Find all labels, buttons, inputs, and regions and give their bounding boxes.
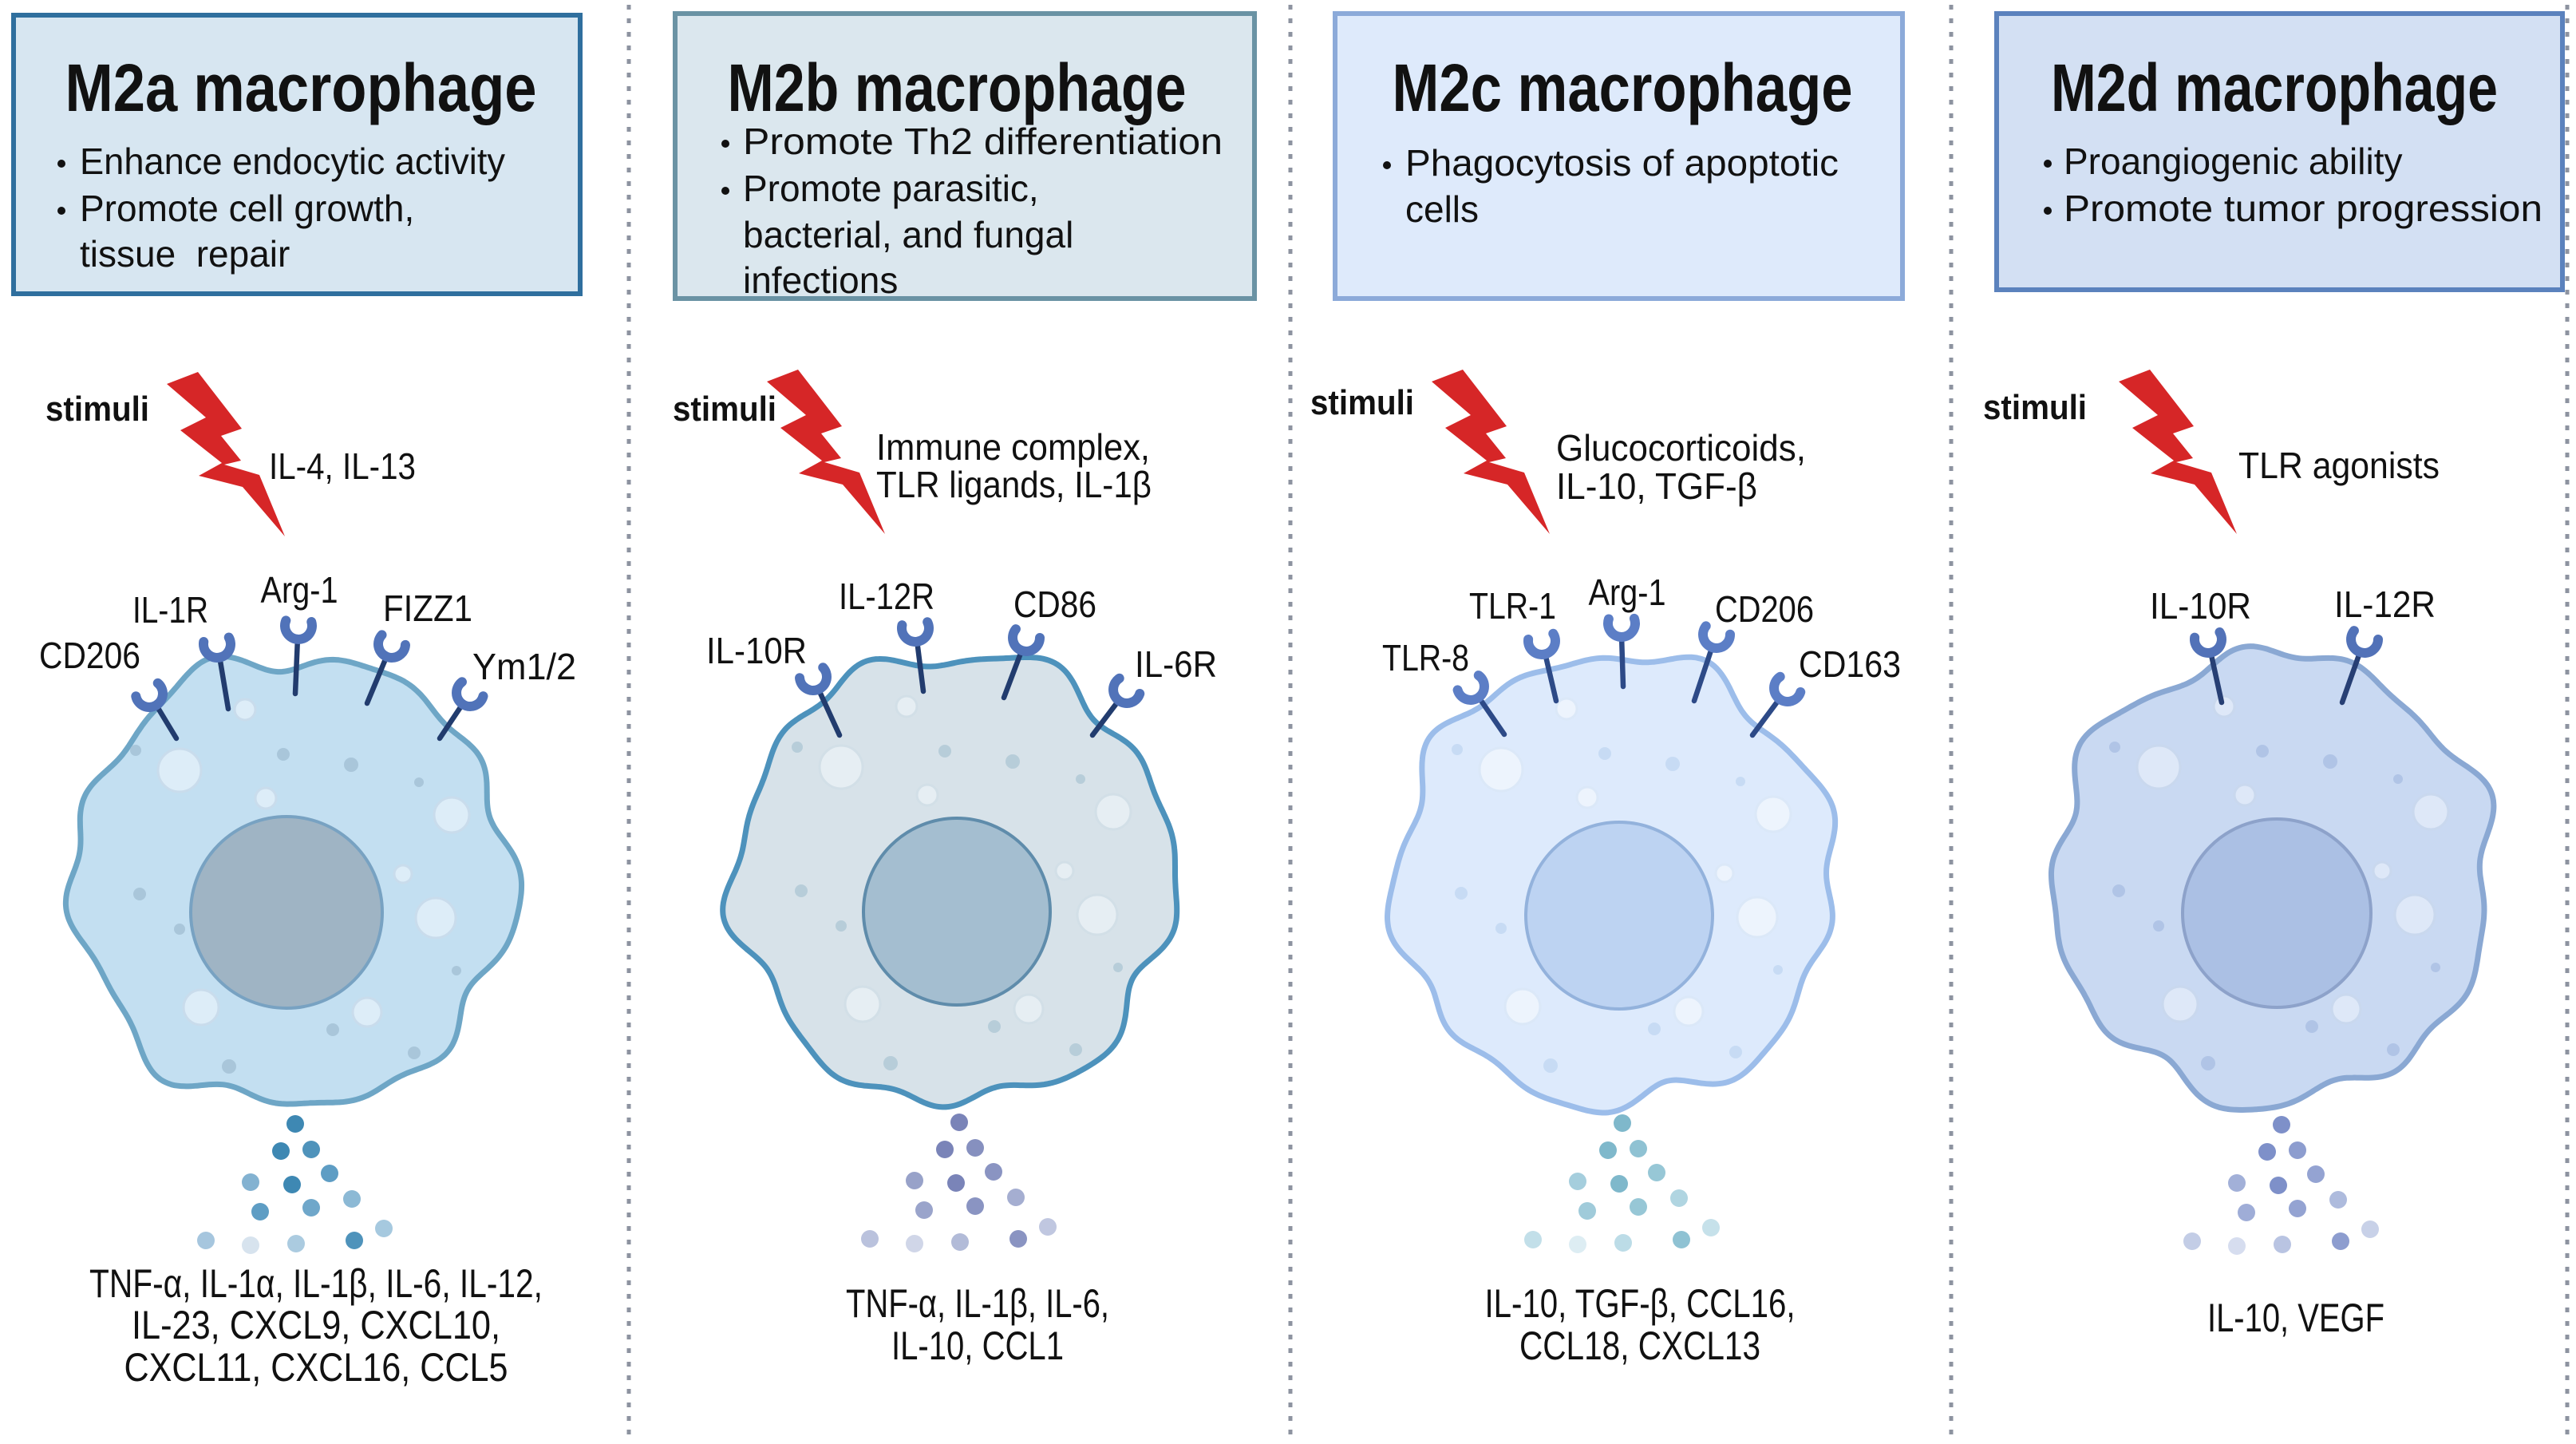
svg-text:IL-10, VEGF: IL-10, VEGF (2207, 1296, 2384, 1340)
svg-text:Enhance endocytic activity: Enhance endocytic activity (80, 140, 505, 182)
svg-text:IL-10, CCL1: IL-10, CCL1 (891, 1323, 1064, 1368)
svg-text:M2d macrophage: M2d macrophage (2051, 50, 2498, 125)
svg-text:IL-10, TGF-β, CCL16,: IL-10, TGF-β, CCL16, (1485, 1281, 1796, 1326)
svg-text:IL-12R: IL-12R (839, 576, 934, 617)
svg-text:Arg-1: Arg-1 (261, 569, 338, 611)
svg-text:CD163: CD163 (1799, 643, 1901, 685)
svg-text:IL-10R: IL-10R (706, 630, 807, 671)
svg-text:Promote cell growth,: Promote cell growth, (80, 188, 414, 229)
svg-text:M2a macrophage: M2a macrophage (65, 50, 537, 125)
svg-text:Proangiogenic ability: Proangiogenic ability (2064, 140, 2403, 182)
svg-text:TLR agonists: TLR agonists (2238, 445, 2440, 486)
svg-text:bacterial, and fungal: bacterial, and fungal (743, 214, 1073, 255)
svg-text:CD206: CD206 (1715, 588, 1814, 630)
svg-text:CD86: CD86 (1013, 584, 1096, 625)
svg-text:M2b macrophage: M2b macrophage (728, 50, 1187, 125)
svg-text:IL-23, CXCL9, CXCL10,: IL-23, CXCL9, CXCL10, (132, 1303, 500, 1347)
svg-text:stimuli: stimuli (45, 390, 149, 429)
svg-text:IL-1R: IL-1R (132, 589, 208, 631)
svg-text:Promote tumor progression: Promote tumor progression (2064, 188, 2542, 229)
svg-text:TLR ligands, IL-1β: TLR ligands, IL-1β (876, 464, 1152, 505)
svg-text:TNF-α, IL-1β, IL-6,: TNF-α, IL-1β, IL-6, (846, 1281, 1109, 1326)
svg-text:Promote parasitic,: Promote parasitic, (743, 168, 1039, 209)
svg-text:CD206: CD206 (39, 635, 140, 676)
svg-text:tissue repair: tissue repair (80, 233, 290, 275)
svg-text:Immune complex,: Immune complex, (876, 426, 1150, 468)
svg-text:TNF-α, IL-1α, IL-1β, IL-6, IL-: TNF-α, IL-1α, IL-1β, IL-6, IL-12, (89, 1261, 543, 1306)
svg-text:Ym1/2: Ym1/2 (472, 646, 576, 687)
svg-text:stimuli: stimuli (1983, 388, 2087, 427)
svg-text:IL-10, TGF-β: IL-10, TGF-β (1556, 465, 1757, 507)
svg-text:M2c macrophage: M2c macrophage (1393, 50, 1853, 125)
svg-text:stimuli: stimuli (673, 390, 776, 429)
svg-text:FIZZ1: FIZZ1 (383, 587, 472, 629)
svg-text:Arg-1: Arg-1 (1589, 572, 1666, 613)
svg-text:stimuli: stimuli (1310, 383, 1414, 422)
svg-text:infections: infections (743, 259, 898, 301)
svg-text:CXCL11, CXCL16, CCL5: CXCL11, CXCL16, CCL5 (124, 1345, 508, 1390)
svg-text:TLR-8: TLR-8 (1382, 637, 1469, 678)
svg-text:IL-4, IL-13: IL-4, IL-13 (269, 445, 416, 487)
svg-text:IL-6R: IL-6R (1135, 643, 1217, 685)
svg-text:Promote Th2 differentiation: Promote Th2 differentiation (743, 121, 1223, 162)
svg-text:cells: cells (1405, 188, 1479, 230)
svg-text:Phagocytosis of apoptotic: Phagocytosis of apoptotic (1405, 142, 1839, 184)
svg-text:IL-12R: IL-12R (2334, 584, 2436, 625)
svg-text:TLR-1: TLR-1 (1469, 585, 1556, 627)
svg-text:CCL18, CXCL13: CCL18, CXCL13 (1519, 1323, 1760, 1368)
svg-text:Glucocorticoids,: Glucocorticoids, (1556, 427, 1806, 469)
svg-text:IL-10R: IL-10R (2150, 585, 2251, 627)
